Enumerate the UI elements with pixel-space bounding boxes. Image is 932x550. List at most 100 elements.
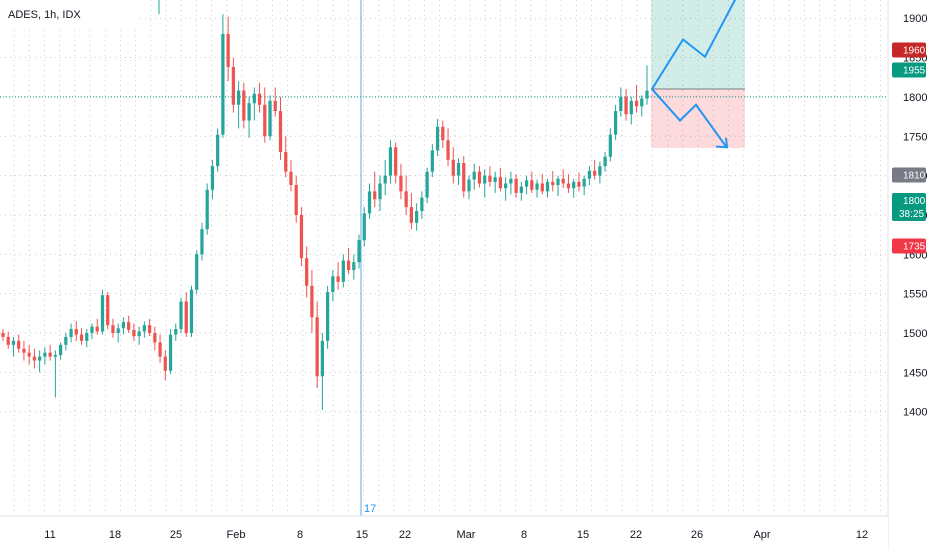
candle-body bbox=[200, 229, 204, 255]
candle-body bbox=[137, 331, 141, 337]
candle-body bbox=[22, 348, 26, 353]
candle-body bbox=[420, 197, 424, 212]
y-tick-label: 1800 bbox=[903, 92, 927, 104]
candle-body bbox=[572, 181, 576, 189]
candle-body bbox=[231, 66, 235, 105]
candle-body bbox=[69, 329, 73, 337]
candle-body bbox=[158, 342, 162, 357]
candle-body bbox=[462, 163, 466, 192]
candle-body bbox=[336, 276, 340, 282]
trade-setup[interactable] bbox=[651, 0, 745, 149]
x-tick-label: 15 bbox=[356, 529, 368, 541]
candle-body bbox=[341, 260, 345, 282]
candle-body bbox=[174, 329, 178, 335]
candle-body bbox=[613, 111, 618, 135]
candle-body bbox=[43, 352, 47, 357]
candle-body bbox=[493, 177, 497, 182]
projection-arrows[interactable] bbox=[651, 0, 744, 149]
x-tick-label: 22 bbox=[630, 529, 642, 541]
candle-body bbox=[435, 126, 440, 151]
candle-body bbox=[346, 260, 351, 271]
candle-body bbox=[121, 321, 126, 329]
candle-body bbox=[566, 183, 571, 189]
candle-body bbox=[619, 96, 623, 112]
x-tick-label: 15 bbox=[577, 529, 589, 541]
candle-body bbox=[79, 334, 84, 341]
candle-body bbox=[195, 254, 199, 290]
loss-zone[interactable] bbox=[651, 89, 745, 149]
y-tick-label: 1900 bbox=[903, 13, 927, 25]
candle-body bbox=[524, 180, 529, 187]
candle-body bbox=[132, 329, 136, 337]
y-tick-label: 1750 bbox=[903, 131, 927, 143]
candle-body bbox=[289, 171, 293, 186]
candle-body bbox=[430, 150, 434, 172]
candle-body bbox=[603, 156, 607, 167]
candle-body bbox=[6, 336, 10, 345]
candle-body bbox=[273, 100, 277, 112]
price-axis[interactable]: 1400145015001550160016501700175018001850… bbox=[889, 0, 932, 550]
candle-body bbox=[509, 178, 513, 184]
price-tag bbox=[892, 238, 926, 254]
candle-body bbox=[608, 134, 612, 157]
candle-body bbox=[488, 175, 492, 182]
candle-body bbox=[540, 183, 544, 192]
candle-body bbox=[483, 175, 487, 184]
price-tag-label: 1960 bbox=[903, 46, 926, 57]
candle-body bbox=[305, 258, 309, 286]
candle-body bbox=[331, 276, 335, 293]
candle-body bbox=[252, 93, 256, 104]
candle-body bbox=[587, 170, 592, 179]
candle-body bbox=[116, 328, 120, 333]
price-tag-label: 1800 bbox=[903, 196, 926, 207]
candle-body bbox=[514, 178, 518, 193]
countdown-label: 38:25 bbox=[899, 209, 924, 220]
candle-body bbox=[504, 183, 508, 189]
candle-body bbox=[320, 340, 325, 377]
x-tick-label: 8 bbox=[521, 529, 527, 541]
candle-body bbox=[90, 326, 94, 333]
candle-body bbox=[315, 317, 319, 377]
bullish-projection[interactable] bbox=[651, 0, 744, 90]
candle-body bbox=[247, 103, 251, 121]
profit-zone[interactable] bbox=[651, 0, 745, 90]
candle-body bbox=[477, 171, 482, 184]
chart-grid bbox=[0, 0, 888, 516]
candle-body bbox=[216, 134, 220, 167]
x-tick-label: Feb bbox=[227, 529, 246, 541]
candle-body bbox=[179, 301, 183, 330]
chart-title: ADES, 1h, IDX bbox=[8, 9, 81, 21]
candle-body bbox=[189, 289, 194, 333]
candle-body bbox=[352, 262, 356, 271]
price-tag bbox=[892, 62, 926, 78]
candle-body bbox=[294, 185, 298, 215]
candle-body bbox=[577, 181, 581, 187]
candle-body bbox=[263, 104, 267, 137]
candle-body bbox=[593, 170, 597, 176]
time-axis[interactable]: 11 18 25 Feb 8 15 22 Mar 8 15 22 26 Apr 12 bbox=[0, 517, 888, 550]
candle-body bbox=[32, 356, 37, 361]
candle-body bbox=[383, 175, 387, 184]
candle-body bbox=[535, 183, 539, 190]
candle-body bbox=[545, 181, 550, 192]
price-tags: 1960 1955 1810 1800 38:25 1735 bbox=[892, 42, 926, 254]
candle-body bbox=[399, 175, 403, 192]
candle-body bbox=[284, 151, 288, 172]
candle-body bbox=[163, 356, 167, 371]
candle-body bbox=[242, 90, 246, 121]
price-tag-label: 1955 bbox=[903, 66, 926, 77]
candle-body bbox=[451, 159, 455, 176]
bearish-projection[interactable] bbox=[651, 88, 727, 148]
candle-body bbox=[127, 321, 131, 330]
x-tick-label: 22 bbox=[399, 529, 411, 541]
candle-body bbox=[299, 214, 304, 259]
candle-body bbox=[640, 98, 644, 107]
candle-body bbox=[561, 178, 565, 184]
candle-body bbox=[74, 329, 78, 335]
candle-body bbox=[425, 171, 429, 198]
candle-body bbox=[142, 325, 146, 332]
candle-body bbox=[404, 191, 408, 208]
candle-body bbox=[17, 340, 21, 349]
y-tick-label: 1550 bbox=[903, 289, 927, 301]
